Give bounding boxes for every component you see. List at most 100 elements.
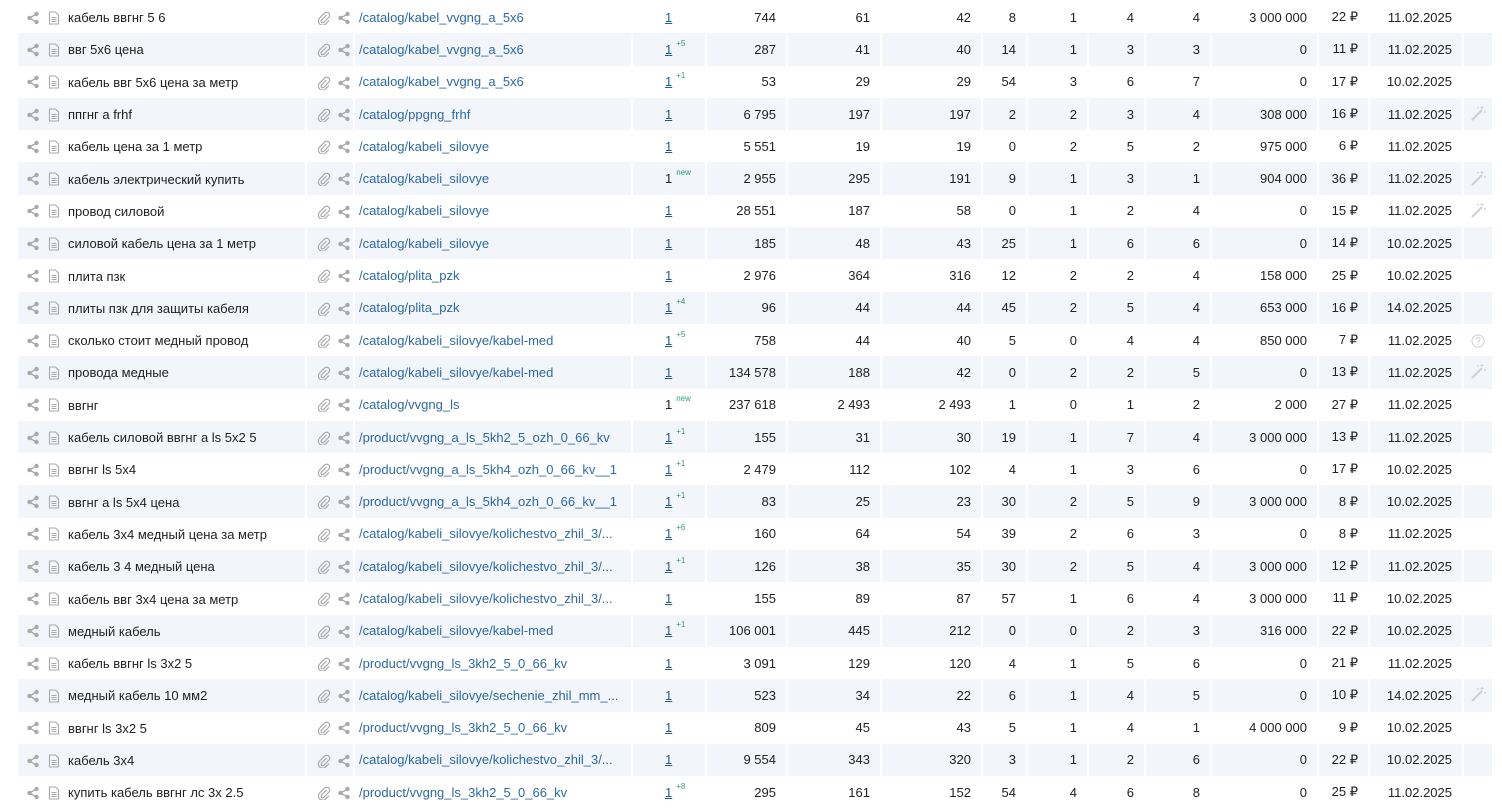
- magic-wand-icon[interactable]: [1469, 105, 1487, 123]
- share-icon[interactable]: [26, 689, 40, 703]
- share-icon[interactable]: [26, 204, 40, 218]
- share-icon[interactable]: [26, 75, 40, 89]
- share-icon[interactable]: [26, 527, 40, 541]
- position-value[interactable]: 1: [665, 74, 673, 90]
- share-icon[interactable]: [26, 140, 40, 154]
- position-value[interactable]: 1: [665, 203, 673, 219]
- share-icon[interactable]: [337, 398, 351, 412]
- share-icon[interactable]: [26, 108, 40, 122]
- paperclip-icon[interactable]: [317, 334, 331, 348]
- paperclip-icon[interactable]: [317, 560, 331, 574]
- position-value[interactable]: 1: [665, 364, 673, 380]
- paperclip-icon[interactable]: [317, 140, 331, 155]
- url-link[interactable]: /product/vvgng_a_ls_5kh4_ozh_0_66_kv__1: [359, 461, 618, 477]
- document-icon[interactable]: [48, 463, 60, 477]
- paperclip-icon[interactable]: [317, 43, 331, 58]
- magic-wand-icon[interactable]: [1469, 363, 1487, 381]
- document-icon[interactable]: [48, 657, 60, 671]
- share-icon[interactable]: [337, 625, 351, 639]
- position-value[interactable]: 1: [665, 268, 673, 284]
- document-icon[interactable]: [48, 140, 60, 154]
- document-icon[interactable]: [48, 334, 60, 348]
- paperclip-icon[interactable]: [317, 657, 331, 671]
- share-icon[interactable]: [337, 43, 351, 57]
- url-link[interactable]: /catalog/kabeli_silovye/kabel-med: [359, 332, 554, 348]
- url-link[interactable]: /catalog/kabeli_silovye/sechenie_zhil_mm…: [359, 687, 619, 703]
- share-icon[interactable]: [26, 431, 40, 445]
- share-icon[interactable]: [26, 754, 40, 768]
- share-icon[interactable]: [337, 754, 351, 768]
- paperclip-icon[interactable]: [317, 108, 331, 122]
- url-link[interactable]: /product/vvgng_ls_3kh2_5_0_66_kv: [359, 720, 568, 736]
- document-icon[interactable]: [48, 430, 60, 445]
- paperclip-icon[interactable]: [317, 269, 331, 284]
- share-icon[interactable]: [337, 721, 351, 735]
- position-value[interactable]: 1: [665, 138, 673, 154]
- url-link[interactable]: /catalog/kabeli_silovye: [359, 138, 490, 154]
- url-link[interactable]: /catalog/plita_pzk: [359, 300, 460, 316]
- paperclip-icon[interactable]: [317, 366, 331, 381]
- document-icon[interactable]: [48, 527, 60, 541]
- url-link[interactable]: /product/vvgng_ls_3kh2_5_0_66_kv: [359, 655, 568, 671]
- url-link[interactable]: /catalog/kabel_vvgng_a_5x6: [359, 9, 524, 25]
- position-value[interactable]: 1: [665, 429, 673, 445]
- url-link[interactable]: /catalog/kabeli_silovye/kolichestvo_zhil…: [359, 558, 613, 574]
- paperclip-icon[interactable]: [317, 495, 331, 510]
- share-icon[interactable]: [26, 366, 40, 380]
- paperclip-icon[interactable]: [317, 172, 331, 187]
- url-link[interactable]: /catalog/vvgng_ls: [359, 397, 460, 413]
- share-icon[interactable]: [337, 205, 351, 219]
- paperclip-icon[interactable]: [317, 786, 331, 801]
- url-link[interactable]: /catalog/kabeli_silovye/kolichestvo_zhil…: [359, 526, 613, 542]
- url-link[interactable]: /product/vvgng_ls_3kh2_5_0_66_kv: [359, 784, 568, 800]
- document-icon[interactable]: [48, 43, 60, 57]
- position-value[interactable]: 1: [665, 461, 673, 477]
- document-icon[interactable]: [48, 592, 60, 606]
- document-icon[interactable]: [48, 495, 60, 509]
- share-icon[interactable]: [337, 366, 351, 380]
- paperclip-icon[interactable]: [317, 398, 331, 413]
- url-link[interactable]: /catalog/kabeli_silovye: [359, 171, 490, 187]
- share-icon[interactable]: [337, 11, 351, 25]
- document-icon[interactable]: [48, 753, 60, 768]
- paperclip-icon[interactable]: [317, 205, 331, 219]
- position-value[interactable]: 1: [665, 623, 673, 639]
- paperclip-icon[interactable]: [317, 463, 331, 478]
- magic-wand-icon[interactable]: [1469, 202, 1487, 220]
- position-value[interactable]: 1: [665, 300, 673, 316]
- position-value[interactable]: 1: [665, 41, 673, 57]
- document-icon[interactable]: [48, 204, 60, 219]
- share-icon[interactable]: [337, 463, 351, 477]
- url-link[interactable]: /catalog/plita_pzk: [359, 268, 460, 284]
- paperclip-icon[interactable]: [317, 11, 331, 25]
- share-icon[interactable]: [26, 398, 40, 412]
- share-icon[interactable]: [26, 237, 40, 251]
- position-value[interactable]: 1: [665, 590, 673, 606]
- share-icon[interactable]: [26, 172, 40, 186]
- position-value[interactable]: 1: [665, 235, 673, 251]
- document-icon[interactable]: [48, 237, 60, 251]
- document-icon[interactable]: [48, 398, 60, 412]
- document-icon[interactable]: [48, 689, 60, 703]
- url-link[interactable]: /product/vvgng_a_ls_5kh4_ozh_0_66_kv__1: [359, 494, 618, 510]
- paperclip-icon[interactable]: [317, 302, 331, 316]
- paperclip-icon[interactable]: [317, 528, 331, 542]
- url-link[interactable]: /catalog/kabeli_silovye: [359, 235, 490, 251]
- position-value[interactable]: 1: [665, 558, 673, 574]
- paperclip-icon[interactable]: [317, 76, 331, 90]
- magic-wand-icon[interactable]: [1469, 170, 1487, 188]
- url-link[interactable]: /product/vvgng_a_ls_5kh2_5_ozh_0_66_kv: [359, 429, 610, 445]
- document-icon[interactable]: [48, 108, 60, 122]
- share-icon[interactable]: [337, 657, 351, 671]
- share-icon[interactable]: [337, 172, 351, 186]
- position-value[interactable]: 1: [665, 655, 673, 671]
- share-icon[interactable]: [337, 528, 351, 542]
- document-icon[interactable]: [48, 269, 60, 283]
- share-icon[interactable]: [337, 269, 351, 283]
- url-link[interactable]: /catalog/kabel_vvgng_a_5x6: [359, 74, 524, 90]
- position-value[interactable]: 1: [665, 784, 673, 800]
- share-icon[interactable]: [26, 301, 40, 315]
- url-link[interactable]: /catalog/kabeli_silovye/kabel-med: [359, 623, 554, 639]
- share-icon[interactable]: [337, 495, 351, 509]
- document-icon[interactable]: [48, 721, 60, 735]
